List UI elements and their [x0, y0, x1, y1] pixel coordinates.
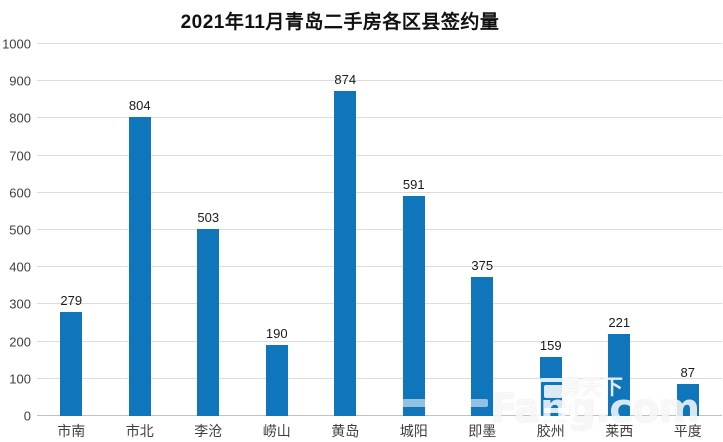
watermark-fragment — [462, 399, 488, 407]
y-tick-label: 500 — [9, 222, 31, 238]
bar — [539, 356, 562, 416]
watermark-fragment — [402, 399, 436, 407]
bar-slot-即墨: 375 — [448, 44, 517, 416]
gridline — [37, 117, 722, 119]
bar-slot-市北: 804 — [106, 44, 175, 416]
bar — [197, 228, 220, 416]
gridline — [37, 340, 722, 342]
bar-slot-崂山: 190 — [243, 44, 312, 416]
y-tick-label: 600 — [9, 185, 31, 201]
x-axis: 市南 市北 李沧 崂山 黄岛 城阳 即墨 胶州 莱西 平度 — [37, 421, 722, 441]
bar-slot-城阳: 591 — [380, 44, 449, 416]
y-tick-label: 100 — [9, 371, 31, 387]
bar-series: 279 804 503 190 874 591 375 159 221 87 — [37, 44, 722, 416]
x-tick-label: 莱西 — [605, 423, 634, 439]
x-tick-label: 城阳 — [399, 423, 428, 439]
x-tick-label: 崂山 — [262, 423, 291, 439]
bar-slot-平度: 87 — [654, 44, 723, 416]
x-tick-label: 黄岛 — [331, 423, 360, 439]
gridline — [37, 154, 722, 156]
bar-data-label: 874 — [334, 71, 357, 87]
y-tick-label: 0 — [23, 408, 31, 424]
bar — [471, 276, 494, 416]
y-tick-label: 400 — [9, 259, 31, 275]
bar — [60, 312, 83, 416]
x-tick-label: 平度 — [673, 423, 702, 439]
gridline — [37, 191, 722, 193]
bar-data-label: 279 — [60, 293, 83, 309]
bar-data-label: 503 — [197, 209, 220, 225]
y-tick-label: 300 — [9, 296, 31, 312]
y-tick-label: 900 — [9, 73, 31, 89]
bar-slot-莱西: 221 — [585, 44, 654, 416]
bar-data-label: 221 — [608, 314, 631, 330]
bar-slot-市南: 279 — [37, 44, 106, 416]
bar — [265, 345, 288, 416]
bar — [608, 333, 631, 416]
bar-data-label: 159 — [539, 337, 562, 353]
bar-data-label: 87 — [680, 364, 695, 380]
x-tick-label: 胶州 — [536, 423, 565, 439]
gridline — [37, 43, 722, 44]
gridline — [37, 266, 722, 268]
bar-data-label: 190 — [265, 326, 288, 342]
bar — [128, 116, 151, 416]
bar — [402, 196, 425, 416]
x-tick-label: 李沧 — [194, 423, 223, 439]
gridline — [37, 303, 722, 305]
y-tick-label: 800 — [9, 110, 31, 126]
y-tick-label: 1000 — [2, 36, 31, 52]
bar-data-label: 591 — [402, 177, 425, 193]
plot-area: 279 804 503 190 874 591 375 159 221 87 — [37, 43, 722, 416]
x-tick-label: 市北 — [125, 423, 154, 439]
x-axis-line — [37, 415, 722, 416]
x-tick-label: 即墨 — [468, 423, 497, 439]
bar-slot-李沧: 503 — [174, 44, 243, 416]
y-axis: 0 100 200 300 400 500 600 700 800 900 1000 — [0, 38, 31, 423]
bar — [334, 90, 357, 416]
y-tick-label: 200 — [9, 334, 31, 350]
gridline — [37, 80, 722, 82]
y-tick-label: 700 — [9, 148, 31, 164]
bar-slot-黄岛: 874 — [311, 44, 380, 416]
bar-data-label: 804 — [128, 97, 151, 113]
bar-slot-胶州: 159 — [517, 44, 586, 416]
bar-data-label: 375 — [471, 257, 494, 273]
x-tick-label: 市南 — [57, 423, 86, 439]
bar — [676, 383, 699, 416]
gridline — [37, 229, 722, 230]
chart-title: 2021年11月青岛二手房各区县签约量 — [180, 12, 500, 33]
gridline — [37, 377, 722, 379]
